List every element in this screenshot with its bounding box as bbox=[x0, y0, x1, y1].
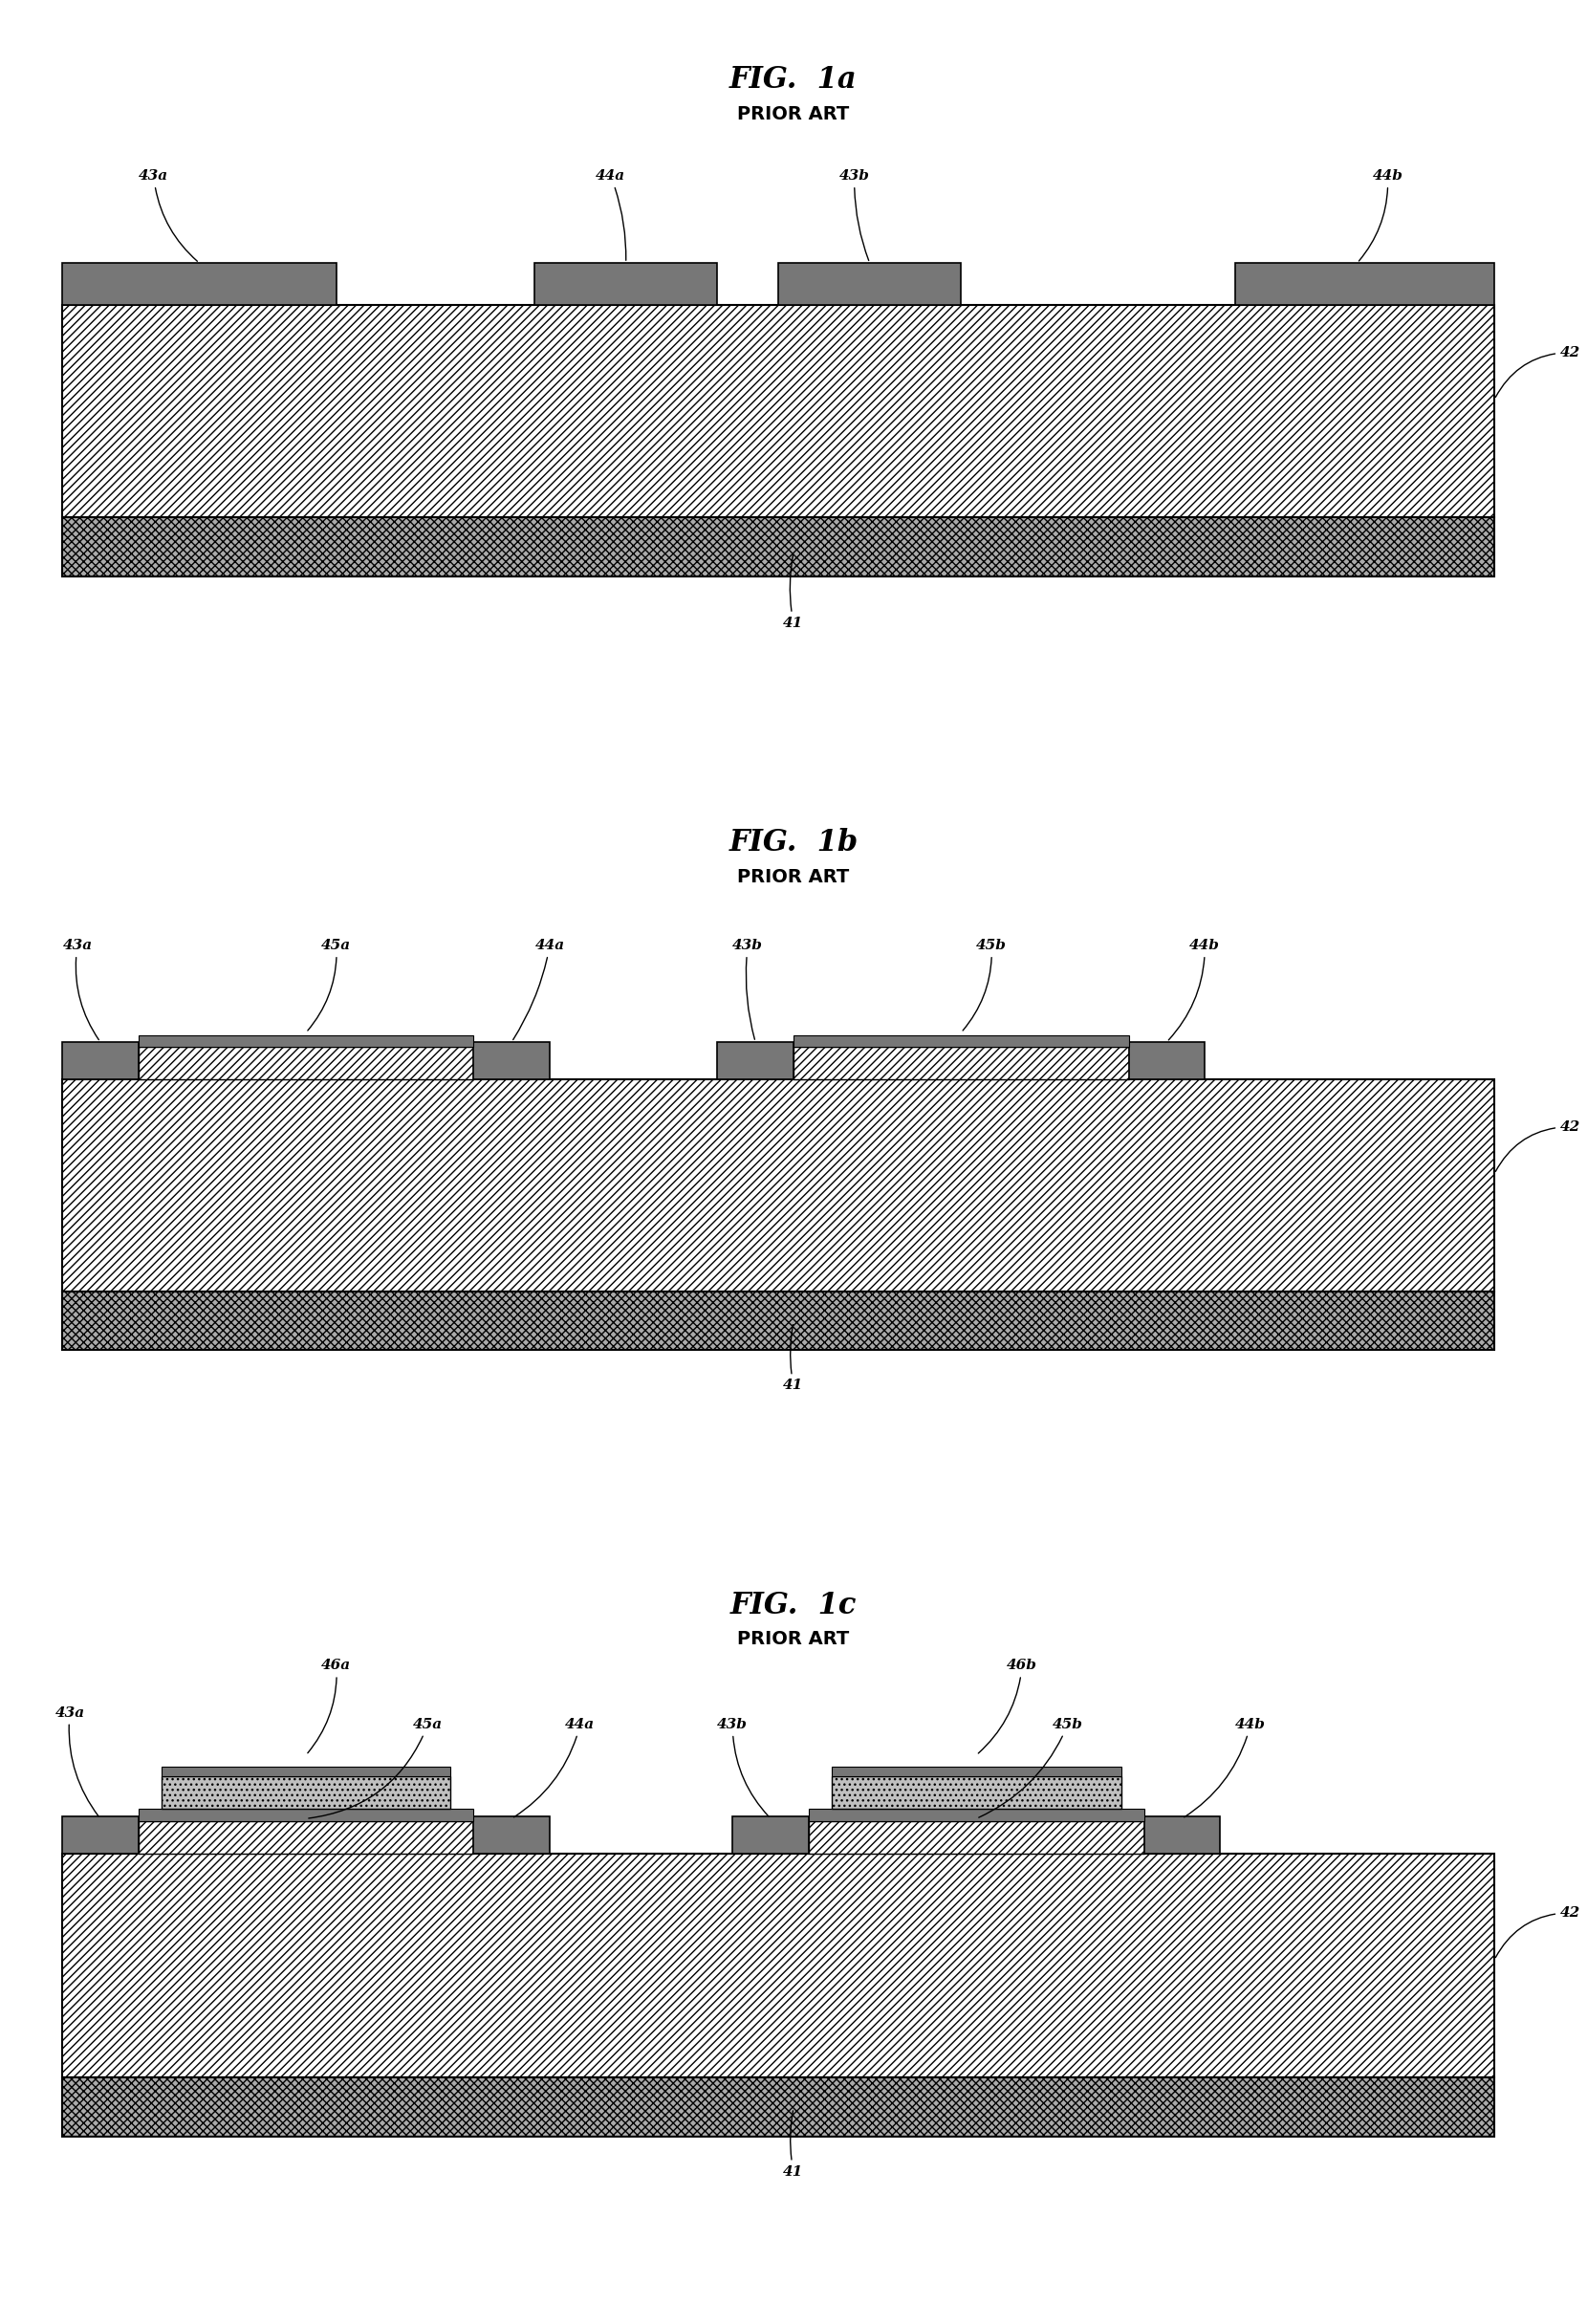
Bar bbox=[832, 1776, 1120, 1808]
Text: FIG.  1b: FIG. 1b bbox=[728, 827, 859, 858]
Text: 43b: 43b bbox=[733, 939, 763, 1039]
Bar bbox=[138, 1808, 473, 1822]
Bar bbox=[62, 304, 1495, 518]
Bar bbox=[162, 1776, 451, 1808]
Bar bbox=[832, 1766, 1120, 1776]
Bar bbox=[794, 1046, 1128, 1081]
Text: 43a: 43a bbox=[56, 1706, 98, 1817]
Bar bbox=[717, 1041, 794, 1081]
Bar bbox=[794, 1034, 1128, 1046]
Text: 43b: 43b bbox=[840, 170, 870, 260]
Text: 43a: 43a bbox=[62, 939, 98, 1039]
Bar bbox=[1144, 1817, 1220, 1855]
Bar bbox=[809, 1808, 1144, 1822]
Text: FIG.  1c: FIG. 1c bbox=[730, 1590, 857, 1620]
Bar bbox=[62, 518, 1495, 576]
Bar bbox=[473, 1817, 549, 1855]
Bar bbox=[733, 1817, 809, 1855]
Text: 43a: 43a bbox=[138, 170, 197, 260]
Text: 46b: 46b bbox=[978, 1659, 1038, 1752]
Text: 45b: 45b bbox=[963, 939, 1006, 1030]
Bar bbox=[1128, 1041, 1205, 1081]
Text: PRIOR ART: PRIOR ART bbox=[738, 867, 849, 885]
Text: 45a: 45a bbox=[308, 939, 351, 1030]
Text: 44b: 44b bbox=[1168, 939, 1220, 1041]
Bar bbox=[62, 1041, 138, 1081]
Bar bbox=[62, 1292, 1495, 1350]
Bar bbox=[473, 1041, 549, 1081]
Text: 42: 42 bbox=[1495, 1906, 1581, 1957]
Bar bbox=[62, 263, 336, 304]
Text: 41: 41 bbox=[784, 2110, 803, 2178]
Bar bbox=[809, 1822, 1144, 1855]
Bar bbox=[62, 1855, 1495, 2078]
Bar bbox=[138, 1046, 473, 1081]
Text: 42: 42 bbox=[1495, 346, 1581, 397]
Text: 45a: 45a bbox=[308, 1717, 443, 1817]
Text: 43b: 43b bbox=[717, 1717, 768, 1817]
Text: FIG.  1a: FIG. 1a bbox=[730, 65, 857, 95]
Text: 42: 42 bbox=[1495, 1120, 1581, 1171]
Bar bbox=[162, 1766, 451, 1776]
Bar bbox=[62, 2078, 1495, 2136]
Bar bbox=[1235, 263, 1495, 304]
Bar bbox=[535, 263, 717, 304]
Text: 44b: 44b bbox=[1358, 170, 1403, 260]
Text: 44b: 44b bbox=[1184, 1717, 1266, 1817]
Text: 44a: 44a bbox=[513, 939, 565, 1039]
Bar bbox=[778, 263, 962, 304]
Text: 44a: 44a bbox=[514, 1717, 595, 1817]
Text: 45b: 45b bbox=[979, 1717, 1082, 1817]
Text: PRIOR ART: PRIOR ART bbox=[738, 1631, 849, 1648]
Text: 41: 41 bbox=[784, 1325, 803, 1392]
Text: 41: 41 bbox=[784, 555, 803, 630]
Bar bbox=[138, 1034, 473, 1046]
Text: PRIOR ART: PRIOR ART bbox=[738, 105, 849, 123]
Bar bbox=[138, 1822, 473, 1855]
Bar bbox=[62, 1817, 138, 1855]
Text: 44a: 44a bbox=[595, 170, 625, 260]
Bar bbox=[62, 1081, 1495, 1292]
Text: 46a: 46a bbox=[308, 1659, 351, 1752]
